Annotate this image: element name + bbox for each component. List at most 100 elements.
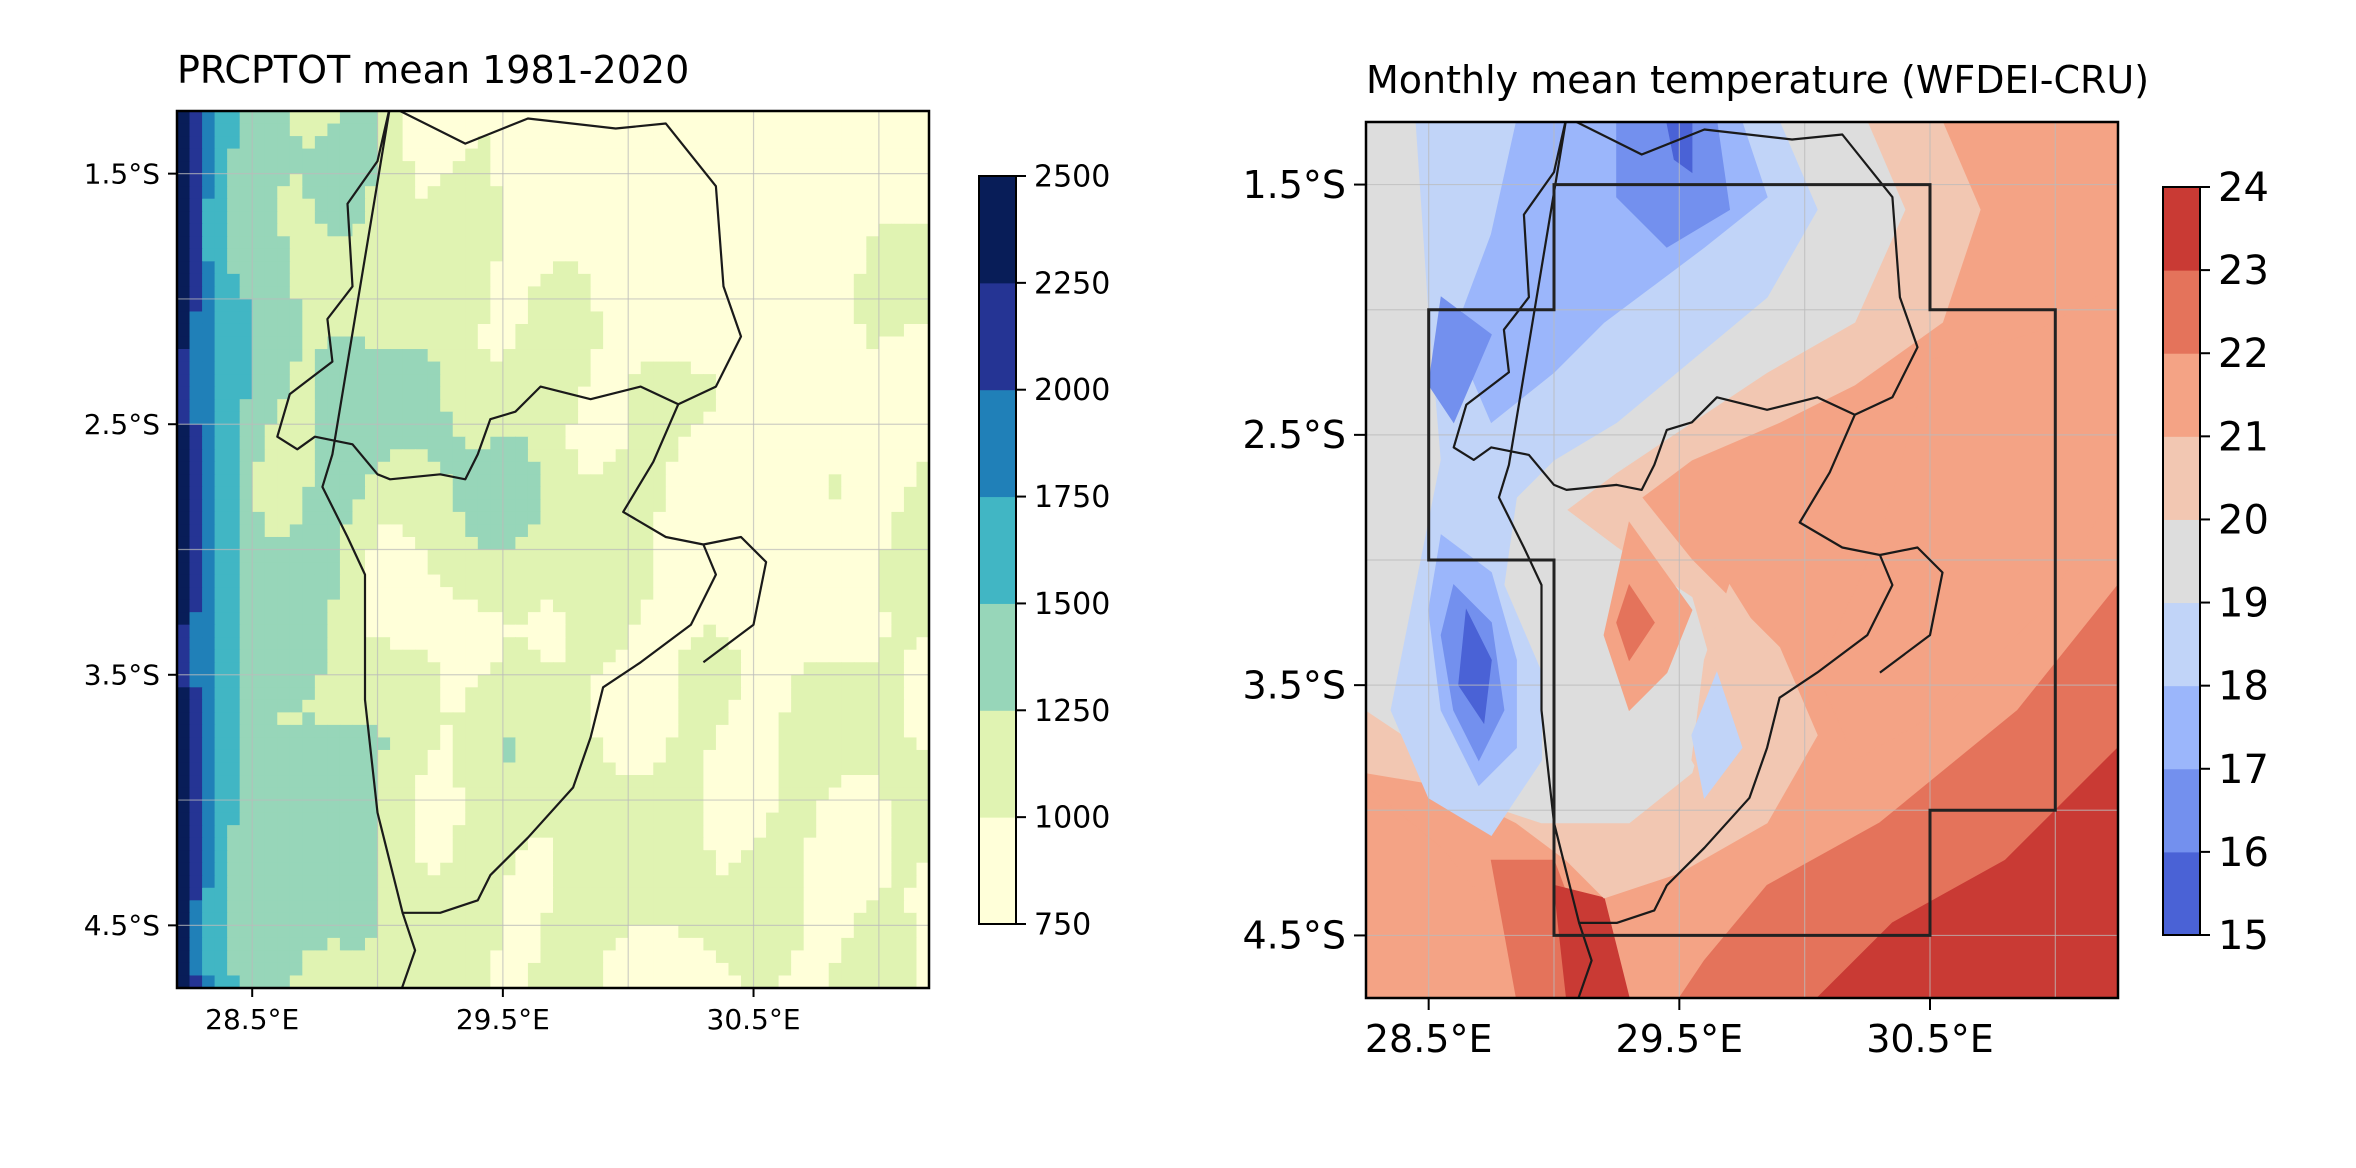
precip-cell (553, 825, 567, 839)
precip-cell (565, 562, 579, 576)
precip-cell (289, 574, 303, 588)
precip-cell (277, 825, 291, 839)
precip-cell (803, 637, 817, 651)
precip-cell (289, 198, 303, 212)
precip-cell (615, 148, 629, 162)
precip-cell (828, 411, 842, 425)
precip-cell (365, 474, 379, 488)
precip-cell (615, 925, 629, 939)
precip-cell (628, 612, 642, 626)
precip-cell (202, 236, 216, 250)
border-line-3 (702, 535, 768, 664)
precip-cell (527, 549, 542, 563)
precip-cell (816, 173, 830, 187)
precip-cell (878, 775, 892, 789)
precip-cell (289, 749, 303, 764)
precip-cell (189, 411, 203, 425)
precip-cell (665, 950, 679, 964)
precip-cell (289, 912, 303, 926)
precip-cell (628, 248, 642, 262)
precip-cell (615, 862, 629, 876)
precip-cell (390, 825, 404, 839)
precip-cell (277, 562, 291, 576)
precip-cell (302, 298, 316, 313)
precip-cell (715, 111, 730, 125)
precip-cell (916, 699, 929, 713)
precip-cell (715, 825, 730, 839)
precip-cell (665, 562, 679, 576)
precip-cell (916, 937, 929, 952)
precip-cell (515, 136, 529, 150)
precip-cell (891, 449, 905, 463)
precip-cell (665, 962, 679, 977)
precip-cell (390, 349, 404, 363)
precip-cell (866, 699, 880, 713)
precip-cell (703, 273, 717, 287)
precip-cell (502, 962, 516, 977)
precip-cell (578, 361, 592, 375)
precip-cell (227, 311, 241, 325)
precip-cell (302, 637, 316, 651)
precip-cell (715, 349, 730, 363)
precip-cell (665, 825, 679, 839)
precip-cell (828, 374, 842, 388)
precip-cell (578, 161, 592, 175)
precip-cell (465, 549, 479, 563)
precip-cell (214, 499, 228, 513)
precip-cell (878, 261, 892, 275)
precip-cell (302, 536, 316, 551)
precip-cell (728, 211, 742, 225)
precip-cell (239, 211, 253, 225)
precip-cell (452, 737, 466, 751)
precip-cell (741, 837, 755, 851)
precip-cell (741, 499, 755, 513)
precip-cell (665, 975, 679, 988)
precip-cell (565, 900, 579, 914)
precip-cell (678, 311, 692, 325)
precip-cell (540, 975, 554, 988)
precip-cell (791, 336, 805, 350)
precip-cell (490, 674, 504, 688)
precip-cell (678, 248, 692, 262)
precip-cell (390, 536, 404, 551)
precip-cell (202, 123, 216, 137)
precip-cell (891, 975, 905, 988)
precip-cell (741, 161, 755, 175)
precip-cell (741, 511, 755, 526)
precip-cell (553, 161, 567, 175)
precip-cell (289, 712, 303, 726)
precip-cell (903, 311, 918, 325)
precip-cell (715, 136, 730, 150)
precip-cell (690, 787, 704, 801)
precip-cell (515, 186, 529, 200)
precip-cell (440, 937, 454, 952)
precip-cell (527, 461, 542, 475)
precip-cell (565, 411, 579, 425)
precip-cell (314, 136, 328, 150)
precip-cell (665, 486, 679, 500)
precip-cell (803, 148, 817, 162)
precip-cell (703, 862, 717, 876)
precip-cell (214, 587, 228, 601)
precip-cell (202, 511, 216, 526)
precip-cell (202, 248, 216, 262)
precip-cell (703, 136, 717, 150)
precip-cell (302, 148, 316, 162)
precip-cell (916, 887, 929, 901)
precip-cell (227, 374, 241, 388)
precip-cell (878, 323, 892, 338)
precip-cell (177, 449, 191, 463)
precip-cell (277, 662, 291, 676)
precip-cell (816, 749, 830, 764)
colorbar-tick-label: 2250 (1034, 266, 1110, 301)
precip-cell (390, 211, 404, 225)
precip-cell (853, 549, 867, 563)
precip-cell (502, 298, 516, 313)
precip-cell (202, 762, 216, 776)
precip-cell (816, 637, 830, 651)
precip-cell (264, 712, 278, 726)
precip-cell (202, 887, 216, 901)
precip-cell (703, 925, 717, 939)
precip-cell (766, 374, 780, 388)
precip-cell (202, 724, 216, 739)
